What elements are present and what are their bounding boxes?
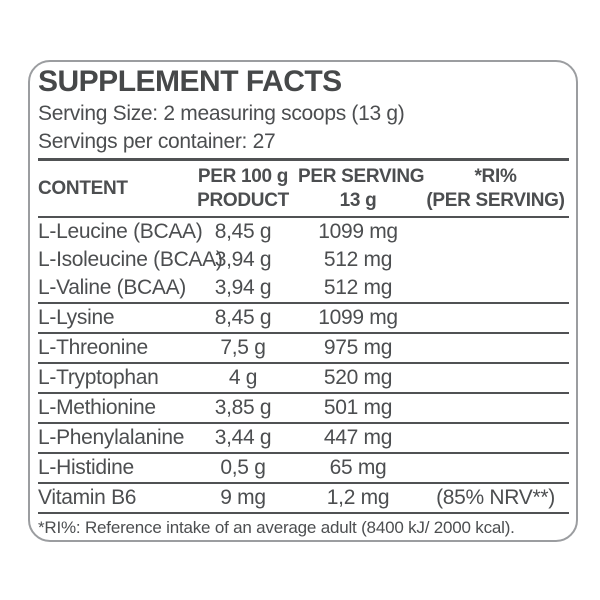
cell-name: L-Lysine	[38, 306, 115, 329]
cell-per-serving: 501 mg	[323, 396, 393, 419]
cell-per-100g: 3,44 g	[214, 426, 272, 449]
cell-per-100g: 4 g	[228, 366, 258, 389]
divider-under-header	[38, 216, 569, 218]
cell-name: L-Valine (BCAA)	[38, 276, 186, 299]
cell-per-serving: 1,2 mg	[326, 486, 390, 509]
cell-per-100g: 8,45 g	[214, 220, 272, 243]
table-row: L-Phenylalanine 3,44 g 447 mg	[38, 424, 569, 452]
cell-per-100g: 3,94 g	[214, 248, 272, 271]
cell-name: Vitamin B6	[38, 486, 137, 509]
table-row: L-Leucine (BCAA) 8,45 g 1099 mg	[38, 218, 569, 246]
cell-ri: (85% NRV**)	[436, 486, 555, 509]
label-title: SUPPLEMENT FACTS	[38, 65, 342, 98]
row-divider	[38, 452, 569, 454]
column-header-line: PER 100 g	[197, 166, 289, 187]
row-divider	[38, 362, 569, 364]
cell-name: L-Histidine	[38, 456, 134, 479]
cell-name: L-Phenylalanine	[38, 426, 185, 449]
table-row: Vitamin B6 9 mg 1,2 mg (85% NRV**)	[38, 484, 569, 512]
cell-per-100g: 8,45 g	[214, 306, 272, 329]
table-row: L-Lysine 8,45 g 1099 mg	[38, 304, 569, 332]
column-header-line: (PER SERVING)	[426, 190, 565, 211]
cell-name: L-Methionine	[38, 396, 156, 419]
cell-per-serving: 1099 mg	[318, 220, 398, 243]
column-header-ri-percent: *RI% (PER SERVING)	[418, 165, 573, 213]
cell-per-serving: 975 mg	[323, 336, 393, 359]
cell-per-serving: 520 mg	[323, 366, 393, 389]
serving-size-text: Serving Size: 2 measuring scoops (13 g)	[38, 102, 405, 125]
table-row: L-Methionine 3,85 g 501 mg	[38, 394, 569, 422]
table-header: CONTENT PER 100 g PRODUCT PER SERVING 13…	[38, 161, 569, 216]
table-row: L-Threonine 7,5 g 975 mg	[38, 334, 569, 362]
column-header-line: *RI%	[474, 166, 517, 187]
row-divider	[38, 332, 569, 334]
servings-per-container-text: Servings per container: 27	[38, 130, 276, 153]
cell-per-serving: 65 mg	[329, 456, 387, 479]
cell-per-serving: 512 mg	[323, 276, 393, 299]
divider-under-serving-info	[38, 158, 569, 161]
cell-per-serving: 1099 mg	[318, 306, 398, 329]
cell-name: L-Threonine	[38, 336, 148, 359]
column-header-line: CONTENT	[38, 178, 128, 199]
cell-per-serving: 512 mg	[323, 248, 393, 271]
table-row: L-Histidine 0,5 g 65 mg	[38, 454, 569, 482]
column-header-per-serving: PER SERVING 13 g	[298, 165, 425, 213]
cell-per-serving: 447 mg	[323, 426, 393, 449]
cell-name: L-Leucine (BCAA)	[38, 220, 203, 243]
column-header-line: PER SERVING	[298, 166, 425, 187]
column-header-line: PRODUCT	[197, 190, 289, 211]
row-divider	[38, 302, 569, 304]
row-divider	[38, 392, 569, 394]
cell-per-100g: 0,5 g	[220, 456, 266, 479]
supplement-facts-label: SUPPLEMENT FACTS Serving Size: 2 measuri…	[28, 60, 578, 542]
row-divider	[38, 482, 569, 484]
row-divider	[38, 422, 569, 424]
cell-per-100g: 3,94 g	[214, 276, 272, 299]
cell-name: L-Isoleucine (BCAA)	[38, 248, 223, 271]
row-divider	[38, 512, 569, 514]
table-row: L-Valine (BCAA) 3,94 g 512 mg	[38, 274, 569, 302]
column-header-content: CONTENT	[38, 177, 188, 201]
table-row: L-Isoleucine (BCAA) 3,94 g 512 mg	[38, 246, 569, 274]
cell-per-100g: 7,5 g	[220, 336, 266, 359]
cell-per-100g: 9 mg	[220, 486, 266, 509]
footnote-text: *RI%: Reference intake of an average adu…	[38, 518, 515, 537]
column-header-per-100g: PER 100 g PRODUCT	[188, 165, 298, 213]
column-header-line: 13 g	[339, 190, 377, 211]
table-body: L-Leucine (BCAA) 8,45 g 1099 mg L-Isoleucin…	[38, 218, 569, 514]
cell-name: L-Tryptophan	[38, 366, 159, 389]
table-row: L-Tryptophan 4 g 520 mg	[38, 364, 569, 392]
cell-per-100g: 3,85 g	[214, 396, 272, 419]
